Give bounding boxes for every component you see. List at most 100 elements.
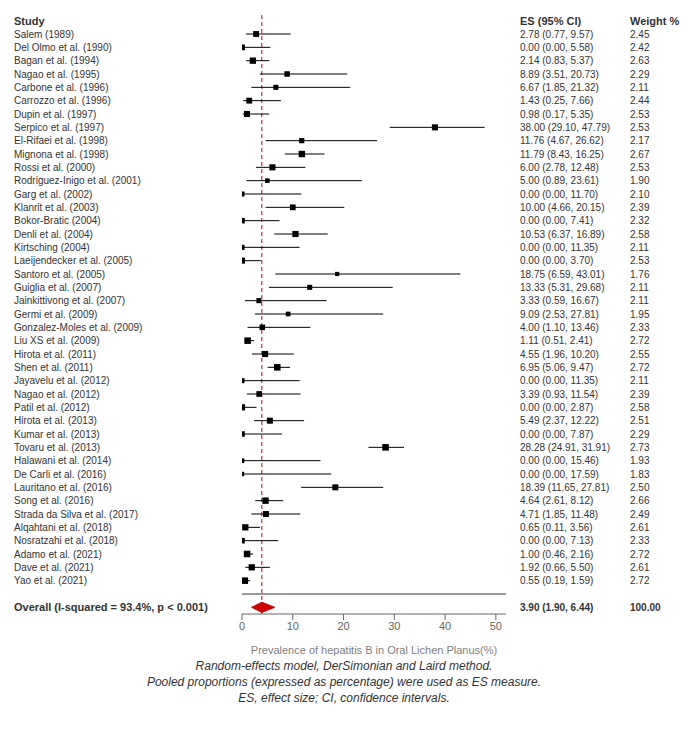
svg-text:0.00 (0.00, 7.87): 0.00 (0.00, 7.87) <box>520 429 593 440</box>
svg-text:1.92 (0.66, 5.50): 1.92 (0.66, 5.50) <box>520 562 593 573</box>
svg-text:Tovaru et al. (2013): Tovaru et al. (2013) <box>14 442 100 453</box>
svg-text:20: 20 <box>337 620 349 632</box>
svg-text:Adamo et al. (2021): Adamo et al. (2021) <box>14 549 102 560</box>
svg-text:2.58: 2.58 <box>630 229 650 240</box>
svg-text:9.09 (2.53, 27.81): 9.09 (2.53, 27.81) <box>520 309 599 320</box>
svg-text:6.67 (1.85, 21.32): 6.67 (1.85, 21.32) <box>520 82 599 93</box>
svg-text:1.90: 1.90 <box>630 175 650 186</box>
svg-text:4.55 (1.96, 10.20): 4.55 (1.96, 10.20) <box>520 349 599 360</box>
svg-text:3.90 (1.90, 6.44): 3.90 (1.90, 6.44) <box>520 602 593 613</box>
svg-text:2.53: 2.53 <box>630 122 650 133</box>
svg-text:Prevalence of hepatitis B in O: Prevalence of hepatitis B in Oral Lichen… <box>251 644 497 656</box>
svg-text:3.39 (0.93, 11.54): 3.39 (0.93, 11.54) <box>520 389 598 400</box>
svg-text:1.83: 1.83 <box>630 469 650 480</box>
svg-text:2.42: 2.42 <box>630 42 650 53</box>
svg-text:2.11: 2.11 <box>630 82 649 93</box>
svg-text:Rodriguez-Inigo et al. (2001): Rodriguez-Inigo et al. (2001) <box>14 175 141 186</box>
svg-text:1.95: 1.95 <box>630 309 650 320</box>
svg-text:2.58: 2.58 <box>630 402 650 413</box>
svg-text:2.72: 2.72 <box>630 575 650 586</box>
svg-text:1.43 (0.25, 7.66): 1.43 (0.25, 7.66) <box>520 95 593 106</box>
svg-text:Lauritano et al. (2016): Lauritano et al. (2016) <box>14 482 112 493</box>
svg-text:2.11: 2.11 <box>630 295 649 306</box>
svg-text:2.78 (0.77, 9.57): 2.78 (0.77, 9.57) <box>520 29 593 40</box>
svg-text:Hirota et al. (2011): Hirota et al. (2011) <box>14 349 96 360</box>
svg-text:1.93: 1.93 <box>630 455 650 466</box>
svg-text:10.00 (4.66, 20.15): 10.00 (4.66, 20.15) <box>520 202 605 213</box>
svg-text:Jainkittivong et al. (2007): Jainkittivong et al. (2007) <box>14 295 125 306</box>
svg-text:100.00: 100.00 <box>630 602 661 613</box>
svg-text:0.00 (0.00, 11.35): 0.00 (0.00, 11.35) <box>520 242 598 253</box>
svg-text:Santoro et al. (2005): Santoro et al. (2005) <box>14 269 105 280</box>
svg-text:2.49: 2.49 <box>630 509 650 520</box>
svg-text:5.49 (2.37, 12.22): 5.49 (2.37, 12.22) <box>520 415 599 426</box>
svg-text:2.72: 2.72 <box>630 335 650 346</box>
svg-text:Alqahtani et al. (2018): Alqahtani et al. (2018) <box>14 522 112 533</box>
svg-text:Germi et al. (2009): Germi et al. (2009) <box>14 309 97 320</box>
svg-text:Patil et al. (2012): Patil et al. (2012) <box>14 402 90 413</box>
svg-text:Bokor-Bratic (2004): Bokor-Bratic (2004) <box>14 215 101 226</box>
svg-text:8.89 (3.51, 20.73): 8.89 (3.51, 20.73) <box>520 69 599 80</box>
svg-text:Jayavelu et al. (2012): Jayavelu et al. (2012) <box>14 375 110 386</box>
svg-text:0.00 (0.00, 2.87): 0.00 (0.00, 2.87) <box>520 402 593 413</box>
svg-text:2.61: 2.61 <box>630 522 650 533</box>
svg-text:0.00 (0.00, 15.46): 0.00 (0.00, 15.46) <box>520 455 599 466</box>
svg-text:Nagao et al. (2012): Nagao et al. (2012) <box>14 389 100 400</box>
svg-text:0.65 (0.11, 3.56): 0.65 (0.11, 3.56) <box>520 522 593 533</box>
svg-text:28.28 (24.91, 31.91): 28.28 (24.91, 31.91) <box>520 442 610 453</box>
svg-text:4.64 (2.61, 8.12): 4.64 (2.61, 8.12) <box>520 495 593 506</box>
svg-text:Song et al. (2016): Song et al. (2016) <box>14 495 94 506</box>
svg-text:Hirota et al. (2013): Hirota et al. (2013) <box>14 415 97 426</box>
svg-text:Overall (I-squared = 93.4%, p: Overall (I-squared = 93.4%, p < 0.001) <box>14 601 208 613</box>
svg-text:Halawani et al. (2014): Halawani et al. (2014) <box>14 455 111 466</box>
svg-text:Bagan et al. (1994): Bagan et al. (1994) <box>14 55 99 66</box>
svg-text:2.45: 2.45 <box>630 29 650 40</box>
svg-text:Carrozzo et al. (1996): Carrozzo et al. (1996) <box>14 95 111 106</box>
svg-text:4.00 (1.10, 13.46): 4.00 (1.10, 13.46) <box>520 322 599 333</box>
svg-text:0.00 (0.00, 3.70): 0.00 (0.00, 3.70) <box>520 255 593 266</box>
svg-text:1.11 (0.51, 2.41): 1.11 (0.51, 2.41) <box>520 335 593 346</box>
svg-text:2.10: 2.10 <box>630 189 650 200</box>
svg-text:2.44: 2.44 <box>630 95 650 106</box>
svg-text:2.53: 2.53 <box>630 109 650 120</box>
svg-text:Mignona et al. (1998): Mignona et al. (1998) <box>14 149 109 160</box>
svg-text:2.61: 2.61 <box>630 562 650 573</box>
svg-text:11.79 (8.43, 16.25): 11.79 (8.43, 16.25) <box>520 149 604 160</box>
svg-text:0.98 (0.17, 5.35): 0.98 (0.17, 5.35) <box>520 109 593 120</box>
svg-text:2.72: 2.72 <box>630 362 650 373</box>
svg-text:Guiglia et al. (2007): Guiglia et al. (2007) <box>14 282 101 293</box>
svg-text:Klanrit et al. (2003): Klanrit et al. (2003) <box>14 202 99 213</box>
svg-text:0.00 (0.00, 11.70): 0.00 (0.00, 11.70) <box>520 189 598 200</box>
svg-text:Weight %: Weight % <box>630 15 680 27</box>
svg-text:5.00 (0.89, 23.61): 5.00 (0.89, 23.61) <box>520 175 599 186</box>
svg-text:De Carli et al. (2016): De Carli et al. (2016) <box>14 469 106 480</box>
svg-text:0.00 (0.00, 17.59): 0.00 (0.00, 17.59) <box>520 469 599 480</box>
svg-text:0.00 (0.00, 7.13): 0.00 (0.00, 7.13) <box>520 535 593 546</box>
svg-text:2.63: 2.63 <box>630 55 650 66</box>
svg-text:2.11: 2.11 <box>630 375 649 386</box>
svg-text:2.73: 2.73 <box>630 442 650 453</box>
svg-text:Laeijendecker et al. (2005): Laeijendecker et al. (2005) <box>14 255 132 266</box>
svg-text:Rossi et al. (2000): Rossi et al. (2000) <box>14 162 95 173</box>
svg-text:Kumar et al. (2013): Kumar et al. (2013) <box>14 429 100 440</box>
svg-text:Dave et al. (2021): Dave et al. (2021) <box>14 562 94 573</box>
svg-text:Shen et al. (2011): Shen et al. (2011) <box>14 362 93 373</box>
svg-text:Serpico et al. (1997): Serpico et al. (1997) <box>14 122 104 133</box>
svg-text:2.55: 2.55 <box>630 349 650 360</box>
svg-text:Salem (1989): Salem (1989) <box>14 29 74 40</box>
svg-text:30: 30 <box>388 620 400 632</box>
svg-text:Gonzalez-Moles et al. (2009): Gonzalez-Moles et al. (2009) <box>14 322 142 333</box>
svg-text:0.55 (0.19, 1.59): 0.55 (0.19, 1.59) <box>520 575 593 586</box>
svg-text:2.39: 2.39 <box>630 202 650 213</box>
svg-text:Dupin et al. (1997): Dupin et al. (1997) <box>14 109 96 120</box>
svg-text:Del Olmo et al. (1990): Del Olmo et al. (1990) <box>14 42 112 53</box>
svg-text:2.72: 2.72 <box>630 549 650 560</box>
svg-text:1.00 (0.46, 2.16): 1.00 (0.46, 2.16) <box>520 549 593 560</box>
svg-text:10.53 (6.37, 16.89): 10.53 (6.37, 16.89) <box>520 229 605 240</box>
svg-text:2.50: 2.50 <box>630 482 650 493</box>
svg-text:2.11: 2.11 <box>630 282 649 293</box>
svg-text:Denli et al. (2004): Denli et al. (2004) <box>14 229 93 240</box>
svg-text:2.51: 2.51 <box>630 415 650 426</box>
svg-text:El-Rifaei et al. (1998): El-Rifaei et al. (1998) <box>14 135 108 146</box>
svg-text:2.29: 2.29 <box>630 69 650 80</box>
